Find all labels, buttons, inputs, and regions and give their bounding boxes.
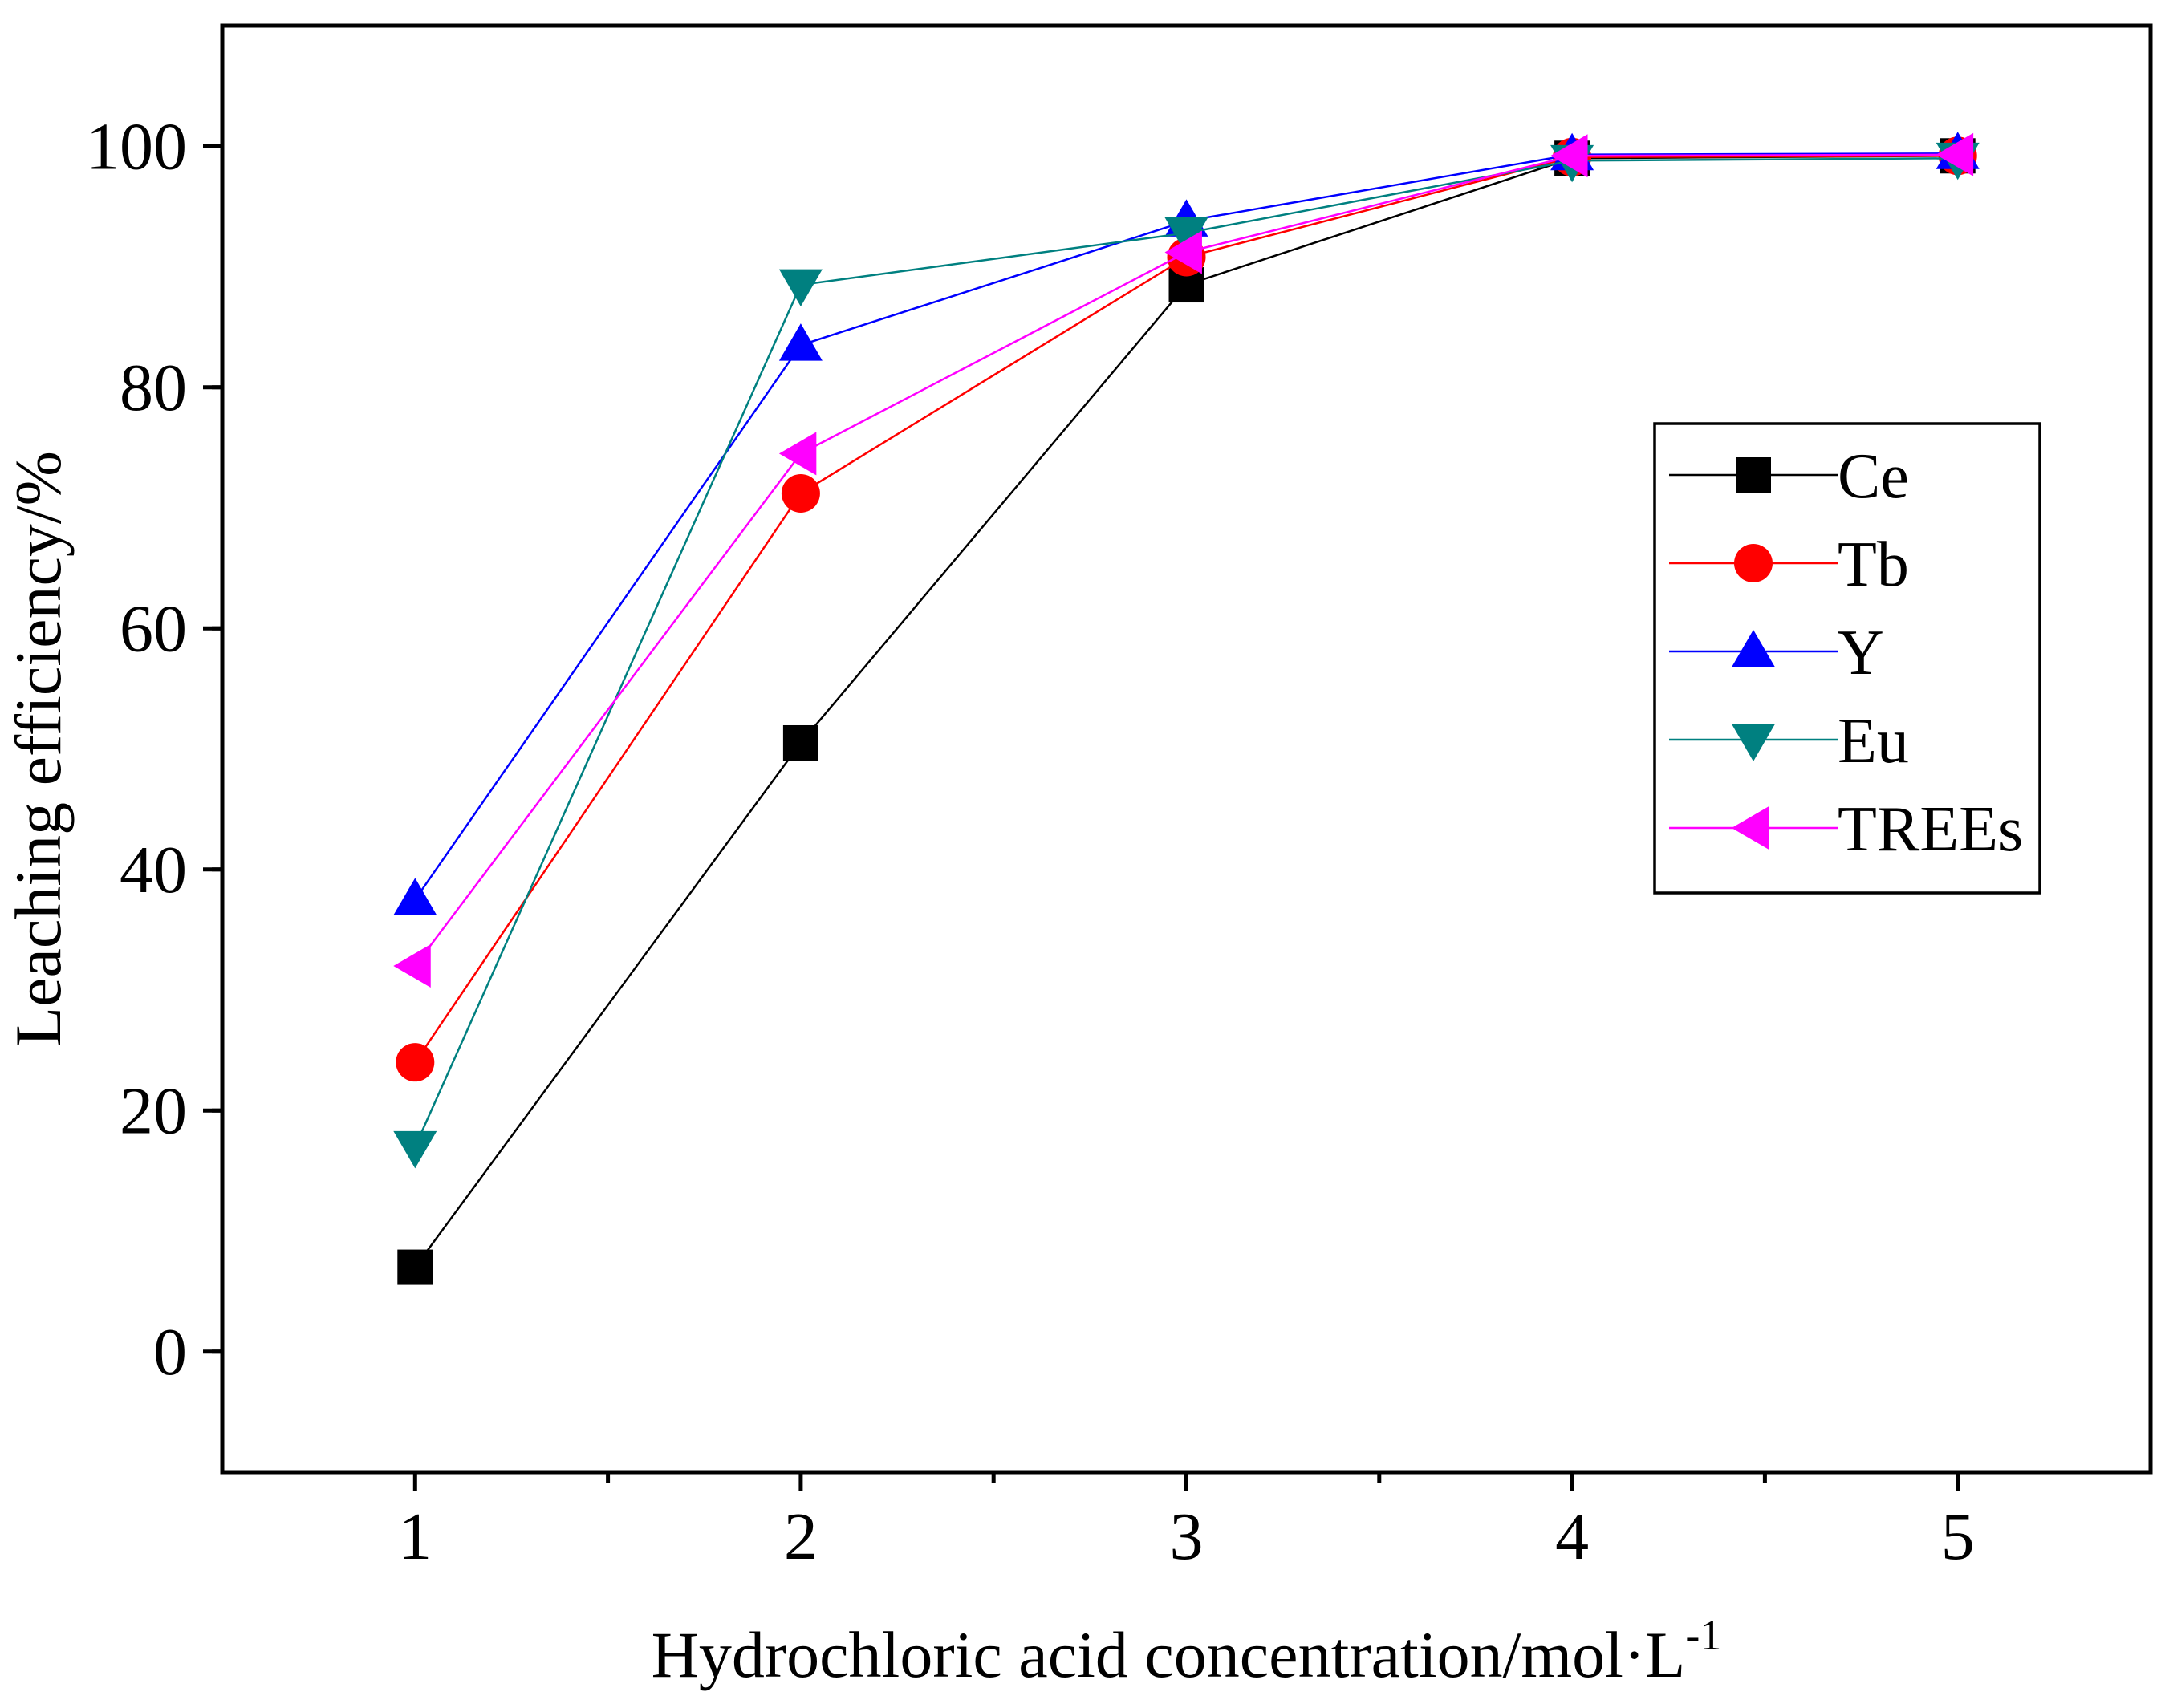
data-point-y	[393, 878, 437, 915]
x-tick-label: 4	[1555, 1499, 1589, 1574]
y-tick-label: 0	[153, 1315, 187, 1390]
legend-label: Tb	[1838, 529, 1909, 600]
legend-label: Y	[1838, 618, 1884, 688]
legend-marker	[1732, 806, 1769, 850]
x-tick-label: 3	[1170, 1499, 1204, 1574]
data-point-trees	[393, 943, 431, 988]
data-point-trees	[778, 432, 817, 476]
data-point-tb	[396, 1043, 435, 1082]
legend-item-trees: TREEs	[1669, 794, 2023, 865]
legend-label: TREEs	[1838, 794, 2023, 865]
legend-item-eu: Eu	[1669, 706, 1909, 777]
data-point-tb	[781, 473, 820, 513]
legend-marker	[1732, 630, 1775, 667]
legend-label: Ce	[1838, 441, 1909, 512]
axes-group: 1 2 3 4 5 0 20 40 60 80 100	[86, 109, 1975, 1574]
y-tick-label: 60	[120, 591, 187, 666]
legend-marker	[1736, 457, 1771, 493]
x-tick-label: 5	[1941, 1499, 1975, 1574]
x-tick-label: 2	[784, 1499, 818, 1574]
data-point-ce	[782, 724, 818, 761]
data-point-eu	[1164, 217, 1208, 255]
legend-item-y: Y	[1669, 618, 1884, 688]
y-axis-label: Leaching efficiency/%	[2, 451, 75, 1047]
data-point-eu	[393, 1130, 437, 1169]
data-point-eu	[778, 269, 823, 307]
data-point-trees	[1936, 132, 1974, 176]
y-tick-label: 100	[86, 109, 187, 184]
x-tick-label: 1	[398, 1499, 432, 1574]
x-axis-label: Hydrochloric acid concentration/mol·L-1	[652, 1611, 1722, 1691]
series-group	[393, 132, 1980, 1285]
legend-label: Eu	[1838, 706, 1909, 777]
y-tick-label: 20	[120, 1073, 187, 1148]
legend-item-tb: Tb	[1669, 529, 1909, 600]
legend-marker	[1734, 544, 1773, 582]
data-point-trees	[1164, 230, 1202, 274]
data-point-ce	[397, 1249, 433, 1285]
data-point-trees	[1550, 134, 1588, 178]
x-axis-label-superscript: -1	[1685, 1611, 1721, 1659]
y-tick-label: 80	[120, 351, 187, 425]
data-point-y	[778, 323, 823, 361]
legend: Ce Tb Y Eu TREEs	[1653, 422, 2041, 895]
y-tick-label: 40	[120, 833, 187, 907]
series-trees	[393, 132, 1974, 988]
legend-marker	[1732, 724, 1775, 761]
x-axis-label-text: Hydrochloric acid concentration/mol·L	[652, 1618, 1686, 1691]
legend-item-ce: Ce	[1669, 441, 1909, 512]
legend-box	[1653, 422, 2041, 895]
